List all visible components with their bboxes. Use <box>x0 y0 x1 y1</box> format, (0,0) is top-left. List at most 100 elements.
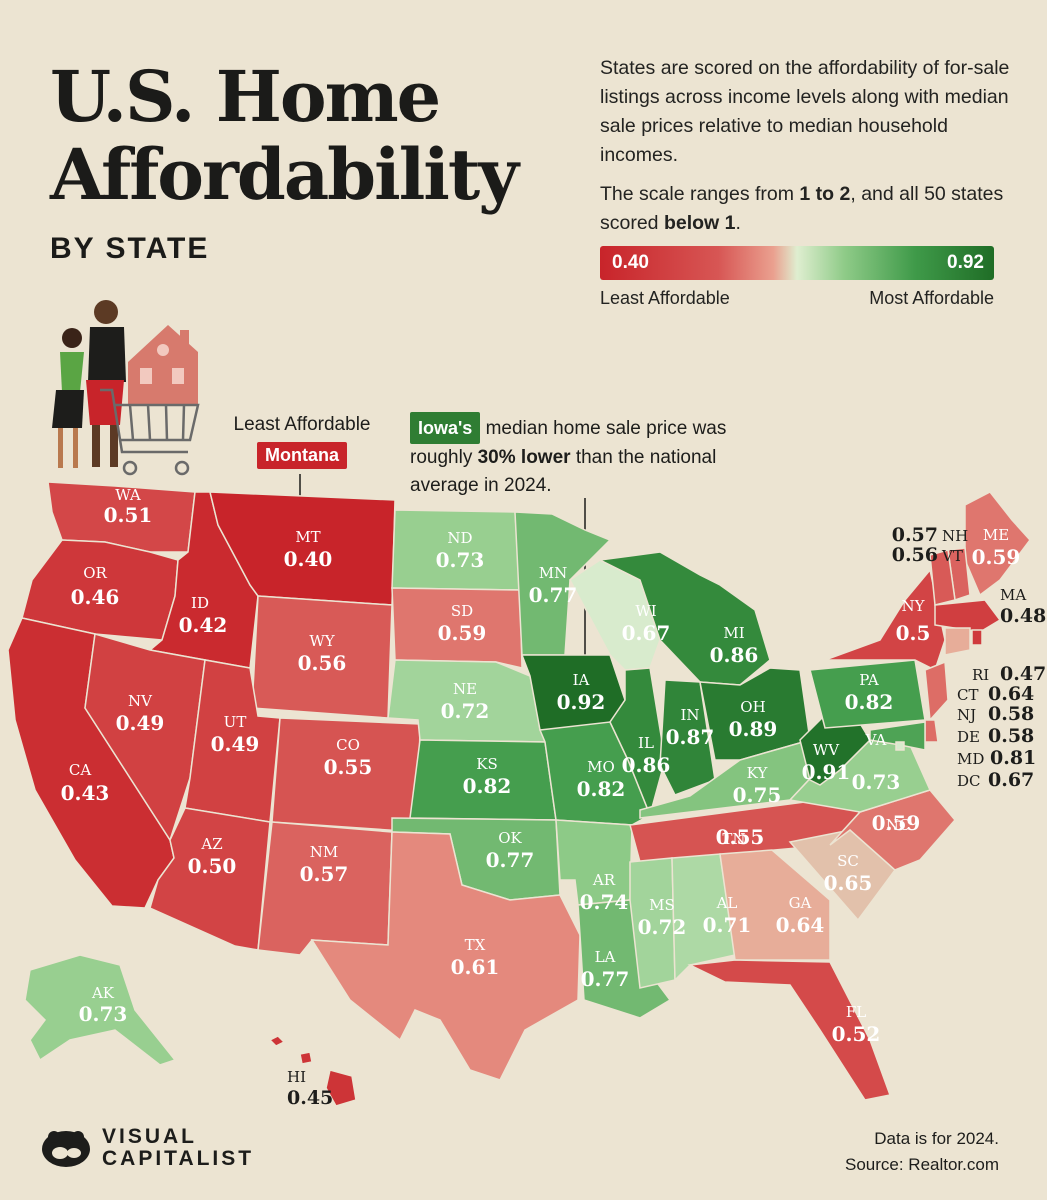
legend-min-label: Least Affordable <box>600 288 730 308</box>
legend-gradient-bar: 0.40 0.92 <box>600 246 994 280</box>
state-value-ar: 0.74 <box>580 890 629 914</box>
state-value-ks: 0.82 <box>463 774 512 798</box>
state-name-nj: NJ <box>957 706 976 724</box>
state-value-hi: 0.45 <box>287 1087 333 1109</box>
state-name-or: OR <box>83 564 107 582</box>
state-fl <box>687 959 892 1101</box>
state-name-de: DE <box>957 728 980 746</box>
state-name-nm: NM <box>310 843 338 861</box>
scale-end: . <box>735 212 741 234</box>
state-value-pa: 0.82 <box>845 690 894 714</box>
state-value-il: 0.86 <box>622 753 671 777</box>
state-name-va: VA <box>865 731 887 749</box>
state-ma <box>934 599 1002 633</box>
state-value-me: 0.59 <box>972 545 1021 569</box>
state-value-nj: 0.58 <box>988 703 1034 725</box>
state-nm <box>257 821 393 956</box>
state-value-ga: 0.64 <box>776 913 825 937</box>
state-value-ne: 0.72 <box>441 699 490 723</box>
state-name-ne: NE <box>453 680 477 698</box>
scale-below: below 1 <box>663 212 736 234</box>
state-name-wa: WA <box>115 486 141 504</box>
state-value-oh: 0.89 <box>729 717 778 741</box>
state-ms <box>629 857 676 989</box>
state-value-mt: 0.40 <box>284 547 333 571</box>
state-al <box>671 853 736 982</box>
iowa-text-2: than the national average in 2024. <box>410 447 717 496</box>
state-name-pa: PA <box>859 671 879 689</box>
state-value-nv: 0.49 <box>116 711 165 735</box>
state-value-la: 0.77 <box>581 967 630 991</box>
state-sd <box>391 587 523 669</box>
state-name-wy: WY <box>309 632 335 650</box>
state-name-ga: GA <box>789 894 812 912</box>
state-name-ma: MA <box>1000 586 1026 604</box>
state-nj <box>924 660 949 722</box>
state-name-ak: AK <box>91 984 115 1002</box>
iowa-bold: 30% lower <box>477 447 571 468</box>
state-hi <box>268 1035 357 1107</box>
state-name-ky: KY <box>747 764 769 782</box>
state-tx <box>310 831 581 1081</box>
description-text: States are scored on the affordability o… <box>600 57 1010 166</box>
state-name-il: IL <box>638 734 654 752</box>
state-value-sd: 0.59 <box>438 621 487 645</box>
state-value-in: 0.87 <box>666 725 715 749</box>
state-name-tx: TX <box>465 936 486 954</box>
state-de <box>924 719 939 743</box>
scale-text: The scale ranges from <box>600 183 800 205</box>
state-name-nc: NC <box>886 816 911 834</box>
state-name-ms: MS <box>649 896 675 914</box>
state-value-tx: 0.61 <box>451 955 500 979</box>
house-icon <box>128 325 198 405</box>
state-value-nd: 0.73 <box>436 548 485 572</box>
state-il <box>609 667 666 818</box>
page-subtitle: BY STATE <box>50 232 210 265</box>
state-value-ma: 0.48 <box>1000 605 1046 627</box>
title-line-2: Affordability <box>50 133 519 216</box>
state-name-mo: MO <box>587 758 615 776</box>
least-affordable-label: Least Affordable <box>233 414 371 435</box>
state-ak <box>24 954 177 1066</box>
state-value-co: 0.55 <box>324 755 373 779</box>
state-name-tn: TN <box>722 830 745 848</box>
state-value-ms: 0.72 <box>638 915 687 939</box>
state-name-in: IN <box>680 706 699 724</box>
state-value-tn: 0.55 <box>716 825 765 849</box>
state-value-wa: 0.51 <box>104 503 153 527</box>
state-name-nv: NV <box>128 692 153 710</box>
state-value-wi: 0.67 <box>622 621 671 645</box>
iowa-text-1: median home sale price was roughly <box>410 418 727 468</box>
least-affordable-annotation: Least Affordable Montana <box>212 414 392 469</box>
state-value-ny: 0.5 <box>896 621 931 645</box>
state-ga <box>719 849 831 961</box>
state-name-nh: NH <box>942 527 968 545</box>
labels-layer: WA0.51OR0.46CA0.43ID0.42NV0.49MT0.40WY0.… <box>61 486 1047 1109</box>
scale-text-mid: , and all 50 states scored <box>600 183 1004 234</box>
state-dc <box>895 741 905 751</box>
data-year-note: Data is for 2024. <box>874 1129 999 1148</box>
state-name-ar: AR <box>592 871 616 889</box>
state-value-mi: 0.86 <box>710 643 759 667</box>
brand-logo: VISUAL CAPITALIST <box>40 1126 254 1170</box>
state-value-va: 0.73 <box>852 770 901 794</box>
title-line-1: U.S. Home <box>50 55 441 138</box>
state-value-sc: 0.65 <box>824 871 873 895</box>
shopping-cart-icon <box>100 388 200 476</box>
state-value-or: 0.46 <box>71 585 120 609</box>
state-name-sd: SD <box>451 602 473 620</box>
state-value-mn: 0.77 <box>529 583 578 607</box>
state-name-dc: DC <box>957 772 981 790</box>
state-value-de: 0.58 <box>988 725 1034 747</box>
state-value-ok: 0.77 <box>486 848 535 872</box>
state-value-ri: 0.47 <box>1000 663 1046 685</box>
description: States are scored on the affordability o… <box>600 54 1010 248</box>
state-value-ut: 0.49 <box>211 732 260 756</box>
state-mi <box>597 551 771 686</box>
state-in <box>659 679 716 796</box>
state-name-md: MD <box>957 750 984 768</box>
scale-range: 1 to 2 <box>799 183 851 205</box>
states-layer <box>7 481 1031 1107</box>
brand-line-1: VISUAL <box>102 1125 198 1148</box>
